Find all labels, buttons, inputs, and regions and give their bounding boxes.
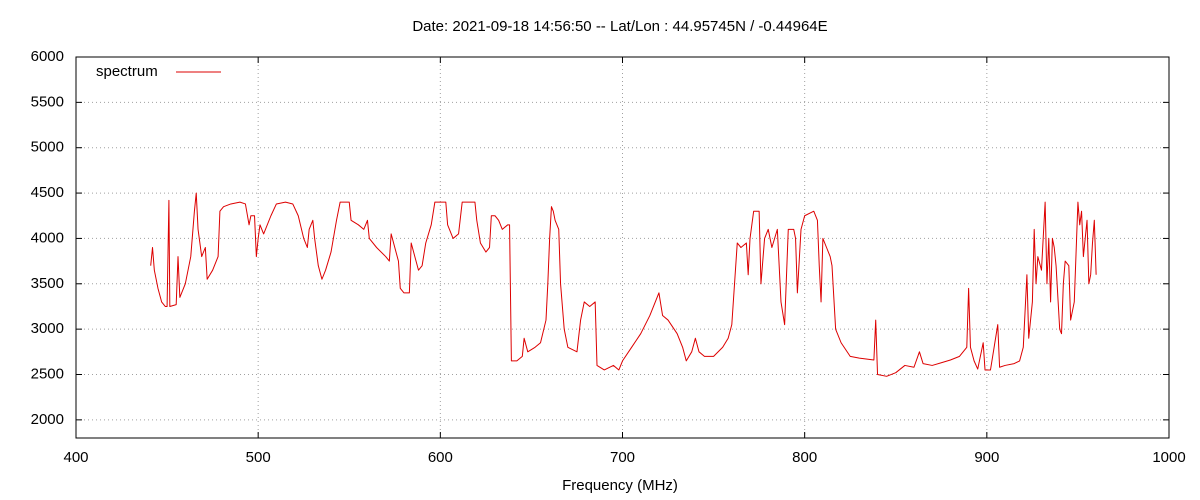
y-tick-label: 4500 bbox=[31, 184, 64, 201]
y-tick-label: 5500 bbox=[31, 93, 64, 110]
x-tick-label: 400 bbox=[63, 449, 88, 466]
x-tick-label: 900 bbox=[974, 449, 999, 466]
x-tick-label: 800 bbox=[792, 449, 817, 466]
legend-label: spectrum bbox=[96, 63, 158, 80]
y-tick-label: 4000 bbox=[31, 229, 64, 246]
x-tick-label: 700 bbox=[610, 449, 635, 466]
y-tick-label: 2500 bbox=[31, 365, 64, 382]
y-tick-label: 3500 bbox=[31, 275, 64, 292]
x-axis-label: Frequency (MHz) bbox=[562, 477, 678, 494]
y-tick-label: 3000 bbox=[31, 320, 64, 337]
x-tick-label: 1000 bbox=[1152, 449, 1185, 466]
spectrum-line bbox=[150, 192, 1097, 377]
x-tick-label: 500 bbox=[246, 449, 271, 466]
plot-frame bbox=[75, 56, 1170, 439]
y-tick-label: 2000 bbox=[31, 411, 64, 428]
y-tick-label: 6000 bbox=[31, 48, 64, 65]
y-tick-label: 5000 bbox=[31, 139, 64, 156]
x-tick-label: 600 bbox=[428, 449, 453, 466]
chart-title: Date: 2021-09-18 14:56:50 -- Lat/Lon : 4… bbox=[412, 18, 827, 35]
